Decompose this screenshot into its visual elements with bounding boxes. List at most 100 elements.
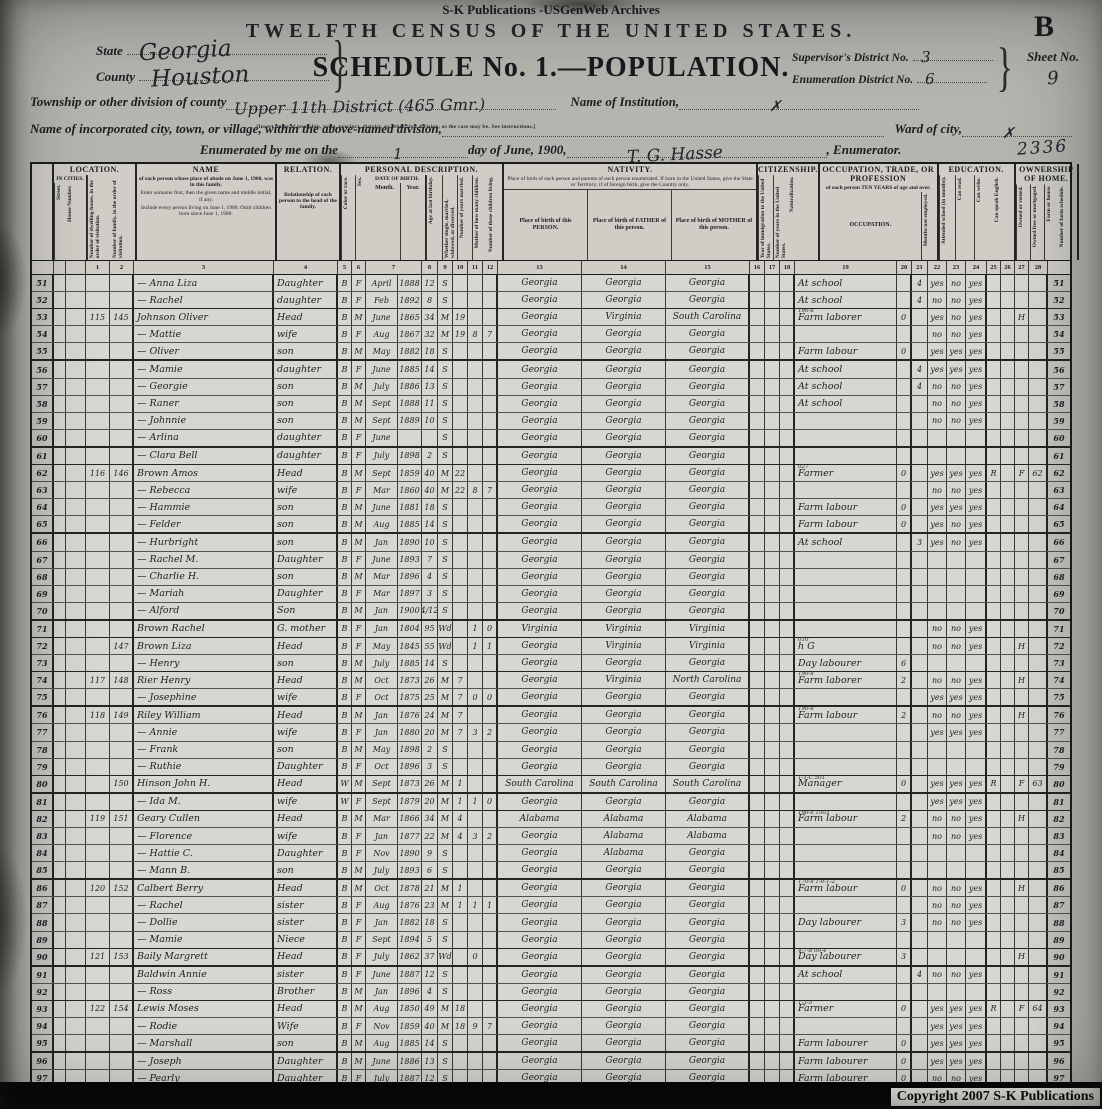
free-or-mortgaged [1001, 810, 1015, 827]
children-born [468, 551, 483, 568]
birthplace-mother: Georgia [666, 499, 750, 516]
can-write: yes [947, 689, 966, 706]
can-write [947, 551, 966, 568]
house-number [66, 447, 86, 465]
years-married [453, 862, 468, 879]
sex: M [352, 741, 366, 758]
date-of-birth-title: DATE OF BIRTH. [375, 175, 419, 182]
birth-month: Sept [366, 775, 398, 792]
farm-schedule-number [1029, 309, 1048, 326]
relation: Daughter [274, 1070, 338, 1087]
name: — Marshall [134, 1035, 274, 1052]
relation: son [274, 1035, 338, 1052]
family-number [110, 724, 134, 741]
birthplace-father: Georgia [582, 1035, 666, 1052]
marital-status: S [438, 1053, 453, 1070]
children-living [483, 378, 498, 395]
owned-or-rented [987, 672, 1001, 689]
birth-year: 1876 [398, 897, 422, 914]
birthplace-person: Georgia [498, 292, 582, 309]
months-not-employed: 0 [897, 1035, 912, 1052]
sex: F [352, 326, 366, 343]
can-write: yes [947, 1000, 966, 1018]
color-race: B [338, 378, 352, 395]
birth-year: 1882 [398, 914, 422, 931]
months-not-employed [897, 395, 912, 412]
relation: wife [274, 793, 338, 810]
name: Baldwin Annie [134, 966, 274, 983]
can-read-header: Can read. [954, 174, 974, 260]
supervisor-district-fill: 3 [912, 48, 993, 66]
house-number [66, 275, 86, 292]
relation: son [274, 516, 338, 533]
street [54, 828, 66, 845]
years-married: 1 [453, 897, 468, 914]
birth-month: Nov [366, 845, 398, 862]
can-read [928, 983, 947, 1000]
can-write [947, 758, 966, 775]
farm-or-house: F [1015, 1000, 1029, 1018]
birth-month: Oct [366, 758, 398, 775]
owned-or-rented: R [987, 775, 1001, 792]
months-not-employed: 2 [897, 810, 912, 827]
street [54, 810, 66, 827]
enumeration-district-fill: 6 [917, 70, 988, 88]
months-not-employed [897, 602, 912, 619]
family-number [110, 551, 134, 568]
owned-or-rented [987, 499, 1001, 516]
farm-or-house [1015, 412, 1029, 429]
can-speak-english: yes [966, 828, 987, 845]
birthplace-mother: Virginia [666, 620, 750, 637]
line-number-right: 96 [1048, 1053, 1070, 1070]
farm-schedule-number [1029, 724, 1048, 741]
can-read: yes [928, 309, 947, 326]
age: 2 [422, 741, 438, 758]
line-number: 94 [32, 1018, 54, 1035]
years-married [453, 966, 468, 983]
street [54, 343, 66, 360]
owned-or-rented [987, 741, 1001, 758]
can-read: no [928, 828, 947, 845]
can-read: yes [928, 1018, 947, 1035]
can-write [947, 429, 966, 446]
dwelling-number [86, 793, 110, 810]
age: 40 [422, 1018, 438, 1035]
birth-month: Oct [366, 880, 398, 897]
children-born [468, 534, 483, 551]
birth-month: Jan [366, 602, 398, 619]
can-write [947, 568, 966, 585]
marital-status: M [438, 828, 453, 845]
school-months: 4 [912, 966, 928, 983]
sex: M [352, 309, 366, 326]
sex: M [352, 412, 366, 429]
sex: F [352, 620, 366, 637]
children-living [483, 429, 498, 446]
table-row: 72 147 Brown Liza Head B F May 1845 55 Wd 1 1 Georgi… [32, 636, 1070, 656]
marital-status: M [438, 482, 453, 499]
occupation [795, 568, 897, 585]
birthplace-person: Georgia [498, 948, 582, 965]
sex: F [352, 914, 366, 931]
free-or-mortgaged [1001, 620, 1015, 637]
farm-or-house [1015, 429, 1029, 446]
birthplace-person: Georgia [498, 395, 582, 412]
street [54, 741, 66, 758]
line-number: 87 [32, 897, 54, 914]
name: — Felder [134, 516, 274, 533]
children-born [468, 429, 483, 446]
column-number: 25 [987, 261, 1001, 274]
occupation-note: 190-a [798, 672, 814, 678]
age: 26 [422, 775, 438, 792]
immigration-year [750, 707, 765, 724]
name: — Arlina [134, 429, 274, 446]
years-in-us [765, 378, 780, 395]
dwelling-number [86, 568, 110, 585]
owned-or-rented [987, 585, 1001, 602]
birthplace-person: Georgia [498, 862, 582, 879]
can-speak-english [966, 948, 987, 965]
relation: Son [274, 602, 338, 619]
farm-or-house: H [1015, 309, 1029, 326]
naturalization [780, 499, 795, 516]
family-number [110, 793, 134, 810]
occupation [795, 897, 897, 914]
